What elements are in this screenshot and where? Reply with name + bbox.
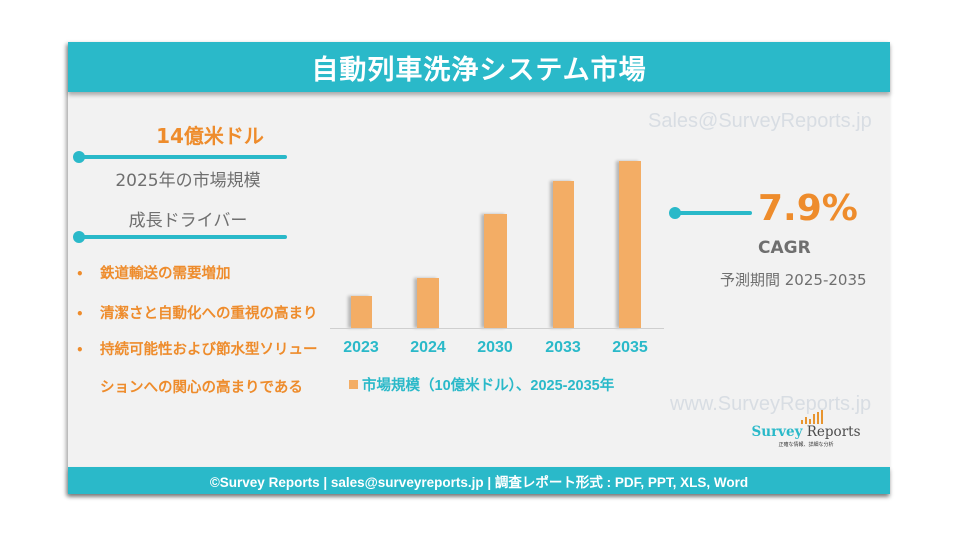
divider-line — [675, 211, 752, 215]
infographic-card: 自動列車洗浄システム市場 Sales@SurveyReports.jp www.… — [68, 42, 890, 494]
logo-text: Survey Reports — [751, 424, 861, 440]
bar-2024 — [417, 278, 439, 328]
bar-2035 — [619, 161, 641, 328]
x-tick-label: 2030 — [477, 339, 513, 356]
survey-reports-logo: Survey Reports 正確な情報、詳細な分析 — [746, 410, 866, 448]
email-watermark: Sales@SurveyReports.jp — [648, 110, 872, 132]
bar-2030 — [484, 214, 507, 328]
logo-tagline: 正確な情報、詳細な分析 — [778, 442, 834, 448]
driver-item: • 鉄道輸送の需要増加 — [76, 266, 231, 282]
page-title: 自動列車洗浄システム市場 — [311, 54, 647, 86]
divider-line — [79, 235, 287, 239]
bar-chart-logo-icon — [758, 410, 866, 424]
bullet-icon: • — [76, 307, 84, 321]
cagr-label: CAGR — [758, 238, 811, 258]
forecast-period: 予測期間 2025-2035 — [720, 271, 867, 289]
driver-item: • 持続可能性および節水型ソリュー — [76, 342, 318, 358]
website-watermark: www.SurveyReports.jp — [670, 393, 872, 415]
x-tick-label: 2035 — [612, 339, 648, 356]
chart-legend: 市場規模（10億米ドル）、2025-2035年 — [349, 374, 614, 395]
bar-2023 — [351, 296, 372, 328]
market-size-value: 14億米ドル — [156, 124, 264, 148]
bar-2033 — [553, 181, 574, 328]
footer-text: ©Survey Reports | sales@surveyreports.jp… — [209, 474, 749, 490]
legend-swatch-icon — [349, 380, 358, 389]
bullet-icon: • — [76, 267, 84, 281]
drivers-heading: 成長ドライバー — [128, 211, 248, 231]
footer-bar: ©Survey Reports | sales@surveyreports.jp… — [68, 467, 890, 494]
title-bar: 自動列車洗浄システム市場 — [68, 42, 890, 92]
x-tick-label: 2033 — [545, 339, 581, 356]
chart-baseline — [330, 328, 664, 329]
driver-item-continuation: ションへの関心の高まりである — [100, 380, 303, 396]
x-tick-label: 2023 — [343, 339, 379, 356]
divider-line — [79, 155, 287, 159]
cagr-value: 7.9% — [758, 188, 858, 229]
x-tick-label: 2024 — [410, 339, 446, 356]
legend-label: 市場規模（10億米ドル）、2025-2035年 — [362, 378, 615, 394]
driver-item: • 清潔さと自動化への重視の高まり — [76, 306, 318, 322]
bullet-icon: • — [76, 343, 84, 357]
market-size-label: 2025年の市場規模 — [115, 171, 261, 191]
